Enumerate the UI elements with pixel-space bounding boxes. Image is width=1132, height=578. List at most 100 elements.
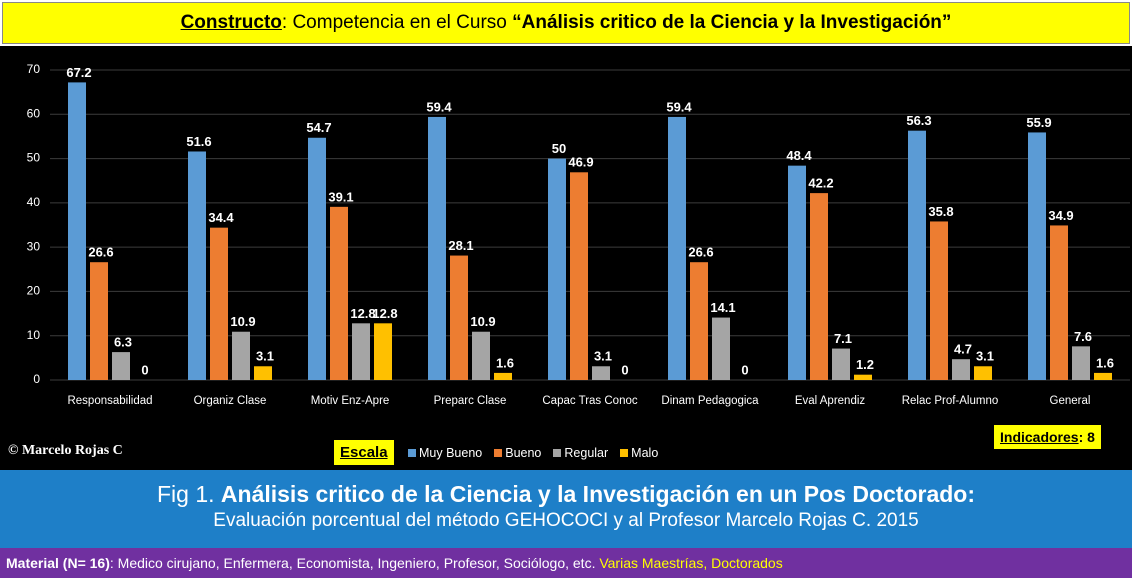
- bar: [668, 116, 686, 380]
- bar: [232, 331, 250, 380]
- y-tick-label: 10: [27, 328, 41, 342]
- x-tick-label: Motiv Enz-Apre: [310, 395, 390, 407]
- bar: [330, 206, 348, 380]
- legend: Muy Bueno Bueno Regular Malo: [408, 446, 658, 460]
- data-label: 12.8: [372, 306, 397, 321]
- legend-item: Bueno: [494, 446, 541, 460]
- data-label: 48.4: [786, 148, 812, 163]
- bar: [1094, 372, 1112, 380]
- bar: [90, 262, 108, 380]
- legend-item: Regular: [553, 446, 608, 460]
- caption-band: Fig 1. Análisis critico de la Ciencia y …: [0, 470, 1132, 548]
- legend-label: Muy Bueno: [419, 446, 483, 460]
- x-tick-label: Organiz Clase: [193, 395, 267, 407]
- data-label: 1.6: [1096, 355, 1114, 370]
- indicators: Indicadores: 8: [994, 425, 1101, 449]
- legend-swatch: [408, 449, 416, 457]
- fig-title: Análisis critico de la Ciencia y la Inve…: [220, 481, 975, 507]
- bar: [308, 137, 326, 380]
- data-label: 54.7: [306, 120, 331, 135]
- data-label: 55.9: [1026, 115, 1051, 130]
- bar: [854, 374, 872, 380]
- data-label: 14.1: [710, 300, 735, 315]
- bar: [930, 221, 948, 380]
- bar: [112, 352, 130, 380]
- material-label: Material (N= 16): [6, 555, 110, 571]
- legend-swatch: [553, 449, 562, 457]
- title-quote: “Análisis critico de la Ciencia y la Inv…: [512, 12, 952, 33]
- data-label: 6.3: [114, 335, 132, 350]
- bar: [450, 255, 468, 380]
- bar: [788, 165, 806, 380]
- material-highlight: Varias Maestrías, Doctorados: [599, 555, 783, 571]
- data-label: 3.1: [256, 349, 274, 364]
- data-label: 0: [621, 362, 628, 377]
- data-label: 42.2: [808, 176, 833, 191]
- legend-swatch: [620, 449, 629, 457]
- bar: [428, 116, 446, 380]
- y-tick-label: 70: [27, 62, 41, 76]
- bar: [210, 227, 228, 380]
- data-label: 46.9: [568, 155, 593, 170]
- material-text: : Medico cirujano, Enfermera, Economista…: [109, 555, 600, 571]
- data-label: 34.9: [1048, 208, 1073, 223]
- bar: [374, 323, 392, 380]
- bar: [1050, 225, 1068, 380]
- bar: [810, 193, 828, 380]
- bar: [690, 262, 708, 380]
- indicators-value: : 8: [1078, 429, 1095, 445]
- bar: [712, 317, 730, 380]
- legend-label: Bueno: [505, 446, 542, 460]
- data-label: 39.1: [328, 189, 353, 204]
- data-label: 10.9: [230, 314, 255, 329]
- bar: [1028, 132, 1046, 380]
- data-label: 1.6: [496, 355, 514, 370]
- title-banner: Constructo: Competencia en el Curso “Aná…: [2, 2, 1130, 44]
- data-label: 59.4: [666, 99, 692, 114]
- bar: [974, 366, 992, 380]
- legend-label: Regular: [564, 446, 609, 460]
- legend-label: Malo: [631, 446, 659, 460]
- data-label: 34.4: [208, 210, 234, 225]
- title-text: : Competencia en el Curso: [281, 12, 513, 33]
- data-label: 7.6: [1074, 329, 1092, 344]
- data-label: 7.1: [834, 331, 852, 346]
- copyright: © Marcelo Rojas C: [8, 443, 123, 458]
- data-label: 51.6: [186, 134, 211, 149]
- x-tick-label: General: [1049, 395, 1091, 407]
- bar: [908, 130, 926, 380]
- bar: [832, 348, 850, 380]
- bar: [494, 372, 512, 380]
- data-label: 67.2: [66, 65, 91, 80]
- data-label: 35.8: [928, 204, 953, 219]
- data-label: 1.2: [856, 357, 874, 372]
- title-label: Constructo: [180, 12, 282, 33]
- bar: [548, 158, 566, 380]
- data-label: 28.1: [448, 238, 473, 253]
- data-label: 12.8: [350, 306, 375, 321]
- bar: [1072, 346, 1090, 380]
- bar: [472, 331, 490, 380]
- x-tick-label: Responsabilidad: [67, 395, 153, 407]
- bar: [188, 151, 206, 380]
- data-label: 3.1: [976, 349, 994, 364]
- data-label: 59.4: [426, 99, 452, 114]
- legend-swatch: [494, 449, 503, 457]
- bar: [952, 359, 970, 380]
- fig-subtitle: Evaluación porcentual del método GEHOCOC…: [213, 510, 919, 531]
- bar: [254, 366, 272, 380]
- y-tick-label: 40: [27, 195, 41, 209]
- data-label: 0: [141, 362, 148, 377]
- x-tick-label: Preparc Clase: [433, 395, 507, 407]
- legend-title: Escala: [334, 440, 394, 465]
- fig-prefix: Fig 1.: [156, 481, 221, 507]
- legend-item: Malo: [620, 446, 658, 460]
- data-label: 26.6: [88, 245, 113, 260]
- x-tick-label: Eval Aprendiz: [794, 395, 866, 407]
- data-label: 50: [552, 141, 566, 156]
- y-tick-label: 0: [33, 372, 40, 386]
- x-tick-label: Dinam Pedagogica: [661, 395, 759, 407]
- x-tick-label: Relac Prof-Alumno: [901, 395, 999, 407]
- bar: [570, 172, 588, 380]
